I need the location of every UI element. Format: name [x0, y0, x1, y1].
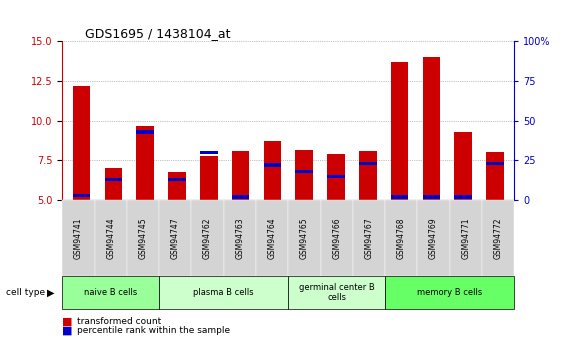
- Text: GSM94745: GSM94745: [139, 217, 148, 259]
- Text: GDS1695 / 1438104_at: GDS1695 / 1438104_at: [85, 27, 231, 40]
- Bar: [486, 152, 504, 200]
- Text: GSM94766: GSM94766: [332, 217, 341, 259]
- Bar: [200, 151, 218, 154]
- Bar: [73, 194, 90, 197]
- Text: percentile rank within the sample: percentile rank within the sample: [77, 326, 230, 335]
- Text: ■: ■: [62, 325, 73, 335]
- Text: germinal center B
cells: germinal center B cells: [299, 283, 374, 302]
- Bar: [486, 162, 504, 165]
- Bar: [73, 86, 90, 200]
- Bar: [295, 170, 313, 173]
- Bar: [423, 57, 440, 200]
- Text: GSM94744: GSM94744: [106, 217, 115, 259]
- Text: memory B cells: memory B cells: [417, 288, 482, 297]
- Text: GSM94764: GSM94764: [268, 217, 277, 259]
- Text: ▶: ▶: [47, 287, 55, 297]
- Text: GSM94772: GSM94772: [494, 217, 503, 259]
- Text: GSM94763: GSM94763: [235, 217, 244, 259]
- Text: cell type: cell type: [6, 288, 45, 297]
- Text: transformed count: transformed count: [77, 317, 161, 326]
- Bar: [423, 195, 440, 199]
- Bar: [327, 154, 345, 200]
- Text: GSM94769: GSM94769: [429, 217, 438, 259]
- Bar: [264, 141, 281, 200]
- Text: GSM94771: GSM94771: [461, 217, 470, 259]
- Bar: [359, 162, 377, 165]
- Text: GSM94741: GSM94741: [74, 217, 83, 259]
- Bar: [136, 130, 154, 134]
- Text: plasma B cells: plasma B cells: [194, 288, 254, 297]
- Bar: [136, 126, 154, 200]
- Bar: [327, 175, 345, 178]
- Bar: [200, 156, 218, 200]
- Bar: [232, 195, 249, 199]
- Text: GSM94767: GSM94767: [365, 217, 373, 259]
- Bar: [105, 168, 122, 200]
- Text: ■: ■: [62, 317, 73, 327]
- Text: GSM94768: GSM94768: [396, 217, 406, 259]
- Bar: [391, 62, 408, 200]
- Bar: [168, 171, 186, 200]
- Bar: [168, 178, 186, 181]
- Text: GSM94765: GSM94765: [300, 217, 309, 259]
- Bar: [391, 195, 408, 199]
- Text: naive B cells: naive B cells: [84, 288, 137, 297]
- Bar: [264, 164, 281, 167]
- Bar: [295, 150, 313, 200]
- Bar: [232, 151, 249, 200]
- Bar: [105, 178, 122, 181]
- Bar: [454, 132, 472, 200]
- Bar: [359, 151, 377, 200]
- Text: GSM94762: GSM94762: [203, 217, 212, 259]
- Text: GSM94747: GSM94747: [171, 217, 180, 259]
- Bar: [454, 195, 472, 199]
